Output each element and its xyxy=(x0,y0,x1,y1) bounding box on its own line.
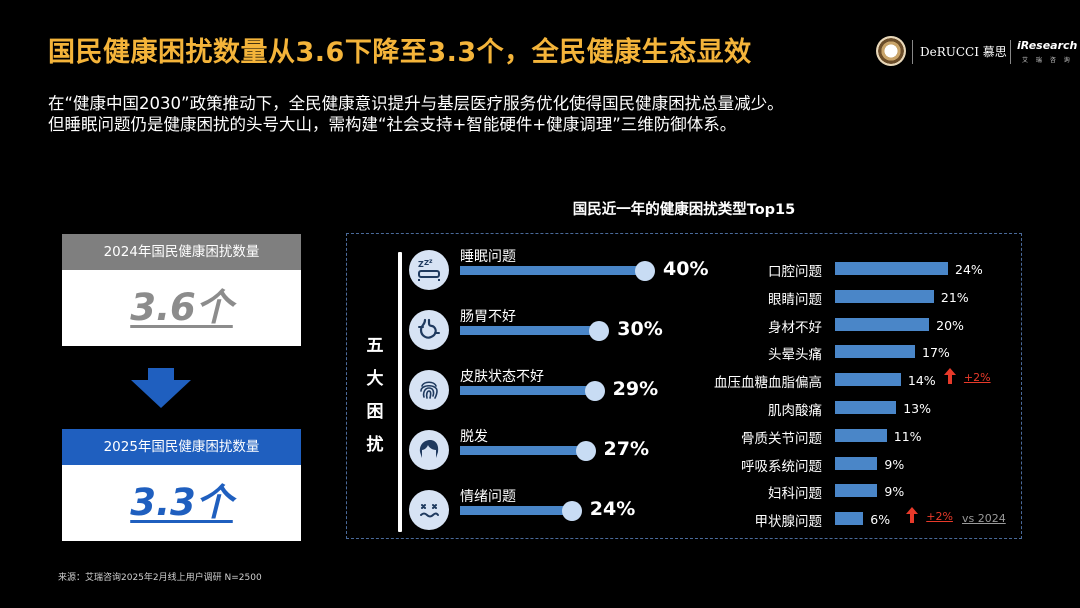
up-arrow-icon xyxy=(906,507,919,527)
count-2024-body: 3.6个 xyxy=(62,270,301,346)
other-value: 17% xyxy=(922,345,950,361)
count-2025-label: 2025年国民健康困扰数量 xyxy=(103,439,260,455)
other-bar xyxy=(835,289,934,303)
svg-text:Z: Z xyxy=(424,259,429,267)
other-value: 9% xyxy=(884,484,905,500)
other-bar xyxy=(835,373,901,387)
other-value: 21% xyxy=(940,289,969,305)
top5-value: 29% xyxy=(612,378,659,400)
top5-group-char: 五 xyxy=(366,336,384,356)
chart-title: 国民近一年的健康困扰类型Top15 xyxy=(572,202,796,218)
other-label: 肌肉酸痛 xyxy=(768,403,822,419)
change-delta: +2% xyxy=(926,510,953,524)
top5-bar-knob xyxy=(561,500,582,521)
top5-label: 睡眠问题 xyxy=(460,249,516,265)
other-bar xyxy=(835,512,864,526)
chart-frame xyxy=(346,233,1022,539)
top5-bar-knob xyxy=(575,440,596,461)
iresearch-logo-sub: 艾 瑞 咨 询 xyxy=(1022,57,1073,64)
top5-label: 情绪问题 xyxy=(460,489,516,505)
change-delta: +2% xyxy=(963,371,991,385)
other-label: 甲状腺问题 xyxy=(754,514,823,531)
top5-group-char: 扰 xyxy=(366,435,384,455)
top5-bar xyxy=(460,386,593,395)
other-bar xyxy=(835,484,878,498)
derucci-logo: DeRUCCI 慕思 xyxy=(920,45,1007,59)
other-label: 血压血糖血脂偏高 xyxy=(714,375,822,392)
brand-logos: DeRUCCI 慕思 iResearch 艾 瑞 咨 询 xyxy=(876,36,1077,68)
top5-label: 脱发 xyxy=(460,429,488,445)
other-bar xyxy=(835,262,948,275)
top5-value: 30% xyxy=(617,318,663,340)
top5-bar xyxy=(460,506,570,515)
other-value: 14% xyxy=(907,373,936,389)
top5-bar xyxy=(460,446,584,455)
subtitle-line-1: 在“健康中国2030”政策推动下，全民健康意识提升与基层医疗服务优化使得国民健康… xyxy=(48,94,784,113)
count-2025-body: 3.3个 xyxy=(62,465,301,541)
logo-divider xyxy=(912,40,913,64)
mood-icon xyxy=(409,490,449,530)
other-bar xyxy=(835,317,930,331)
svg-text:Z: Z xyxy=(418,260,424,269)
top5-bar-knob xyxy=(589,320,610,341)
top5-group-char: 大 xyxy=(366,369,384,389)
top5-bar-knob xyxy=(635,260,655,281)
other-bar xyxy=(835,401,897,414)
subtitle-line-2: 但睡眠问题仍是健康困扰的头号大山，需构建“社会支持+智能硬件+健康调理”三维防御… xyxy=(48,115,737,134)
top5-bar xyxy=(460,326,598,335)
other-label: 身材不好 xyxy=(768,319,822,336)
fingerprint-skin-icon xyxy=(409,370,449,410)
top5-label: 肠胃不好 xyxy=(460,309,516,325)
comparison-label: vs 2024 xyxy=(962,512,1006,525)
other-label: 呼吸系统问题 xyxy=(741,458,822,475)
top5-bracket xyxy=(398,252,402,532)
other-bar xyxy=(835,345,916,359)
other-value: 24% xyxy=(955,262,983,277)
other-bar xyxy=(835,456,878,470)
source-note: 来源：艾瑞咨询2025年2月线上用户调研 N=2500 xyxy=(58,573,262,583)
count-2024-label: 2024年国民健康困扰数量 xyxy=(103,244,260,260)
top5-value: 27% xyxy=(603,438,649,460)
top5-bar xyxy=(460,266,643,275)
other-label: 头晕头痛 xyxy=(768,347,822,364)
logo-divider xyxy=(1010,40,1011,64)
other-bar xyxy=(835,428,887,442)
top5-bar-knob xyxy=(584,380,605,401)
count-2024-header: 2024年国民健康困扰数量 xyxy=(62,234,301,270)
derucci-emblem-icon xyxy=(876,36,906,66)
top5-value: 40% xyxy=(663,258,709,280)
other-value: 20% xyxy=(936,317,964,333)
other-label: 妇科问题 xyxy=(768,486,822,503)
count-2024-value: 3.6个 xyxy=(130,286,233,329)
svg-text:z: z xyxy=(429,258,433,265)
count-2025-header: 2025年国民健康困扰数量 xyxy=(62,429,301,465)
other-value: 6% xyxy=(870,512,891,528)
top5-label: 皮肤状态不好 xyxy=(460,369,544,385)
other-label: 骨质关节问题 xyxy=(741,430,822,447)
other-label: 眼睛问题 xyxy=(768,291,822,308)
page-title: 国民健康困扰数量从3.6下降至3.3个，全民健康生态显效 xyxy=(48,37,752,68)
hair-icon xyxy=(409,430,449,470)
top5-value: 24% xyxy=(589,498,636,520)
down-arrow-icon xyxy=(131,368,191,408)
other-value: 13% xyxy=(903,401,931,416)
up-arrow-icon xyxy=(943,368,956,388)
other-value: 9% xyxy=(884,456,905,472)
top5-group-char: 困 xyxy=(366,402,384,422)
other-label: 口腔问题 xyxy=(768,264,822,280)
stomach-icon xyxy=(409,310,449,350)
count-2025-value: 3.3个 xyxy=(130,481,233,524)
iresearch-logo: iResearch xyxy=(1017,39,1078,52)
other-value: 11% xyxy=(893,428,922,444)
